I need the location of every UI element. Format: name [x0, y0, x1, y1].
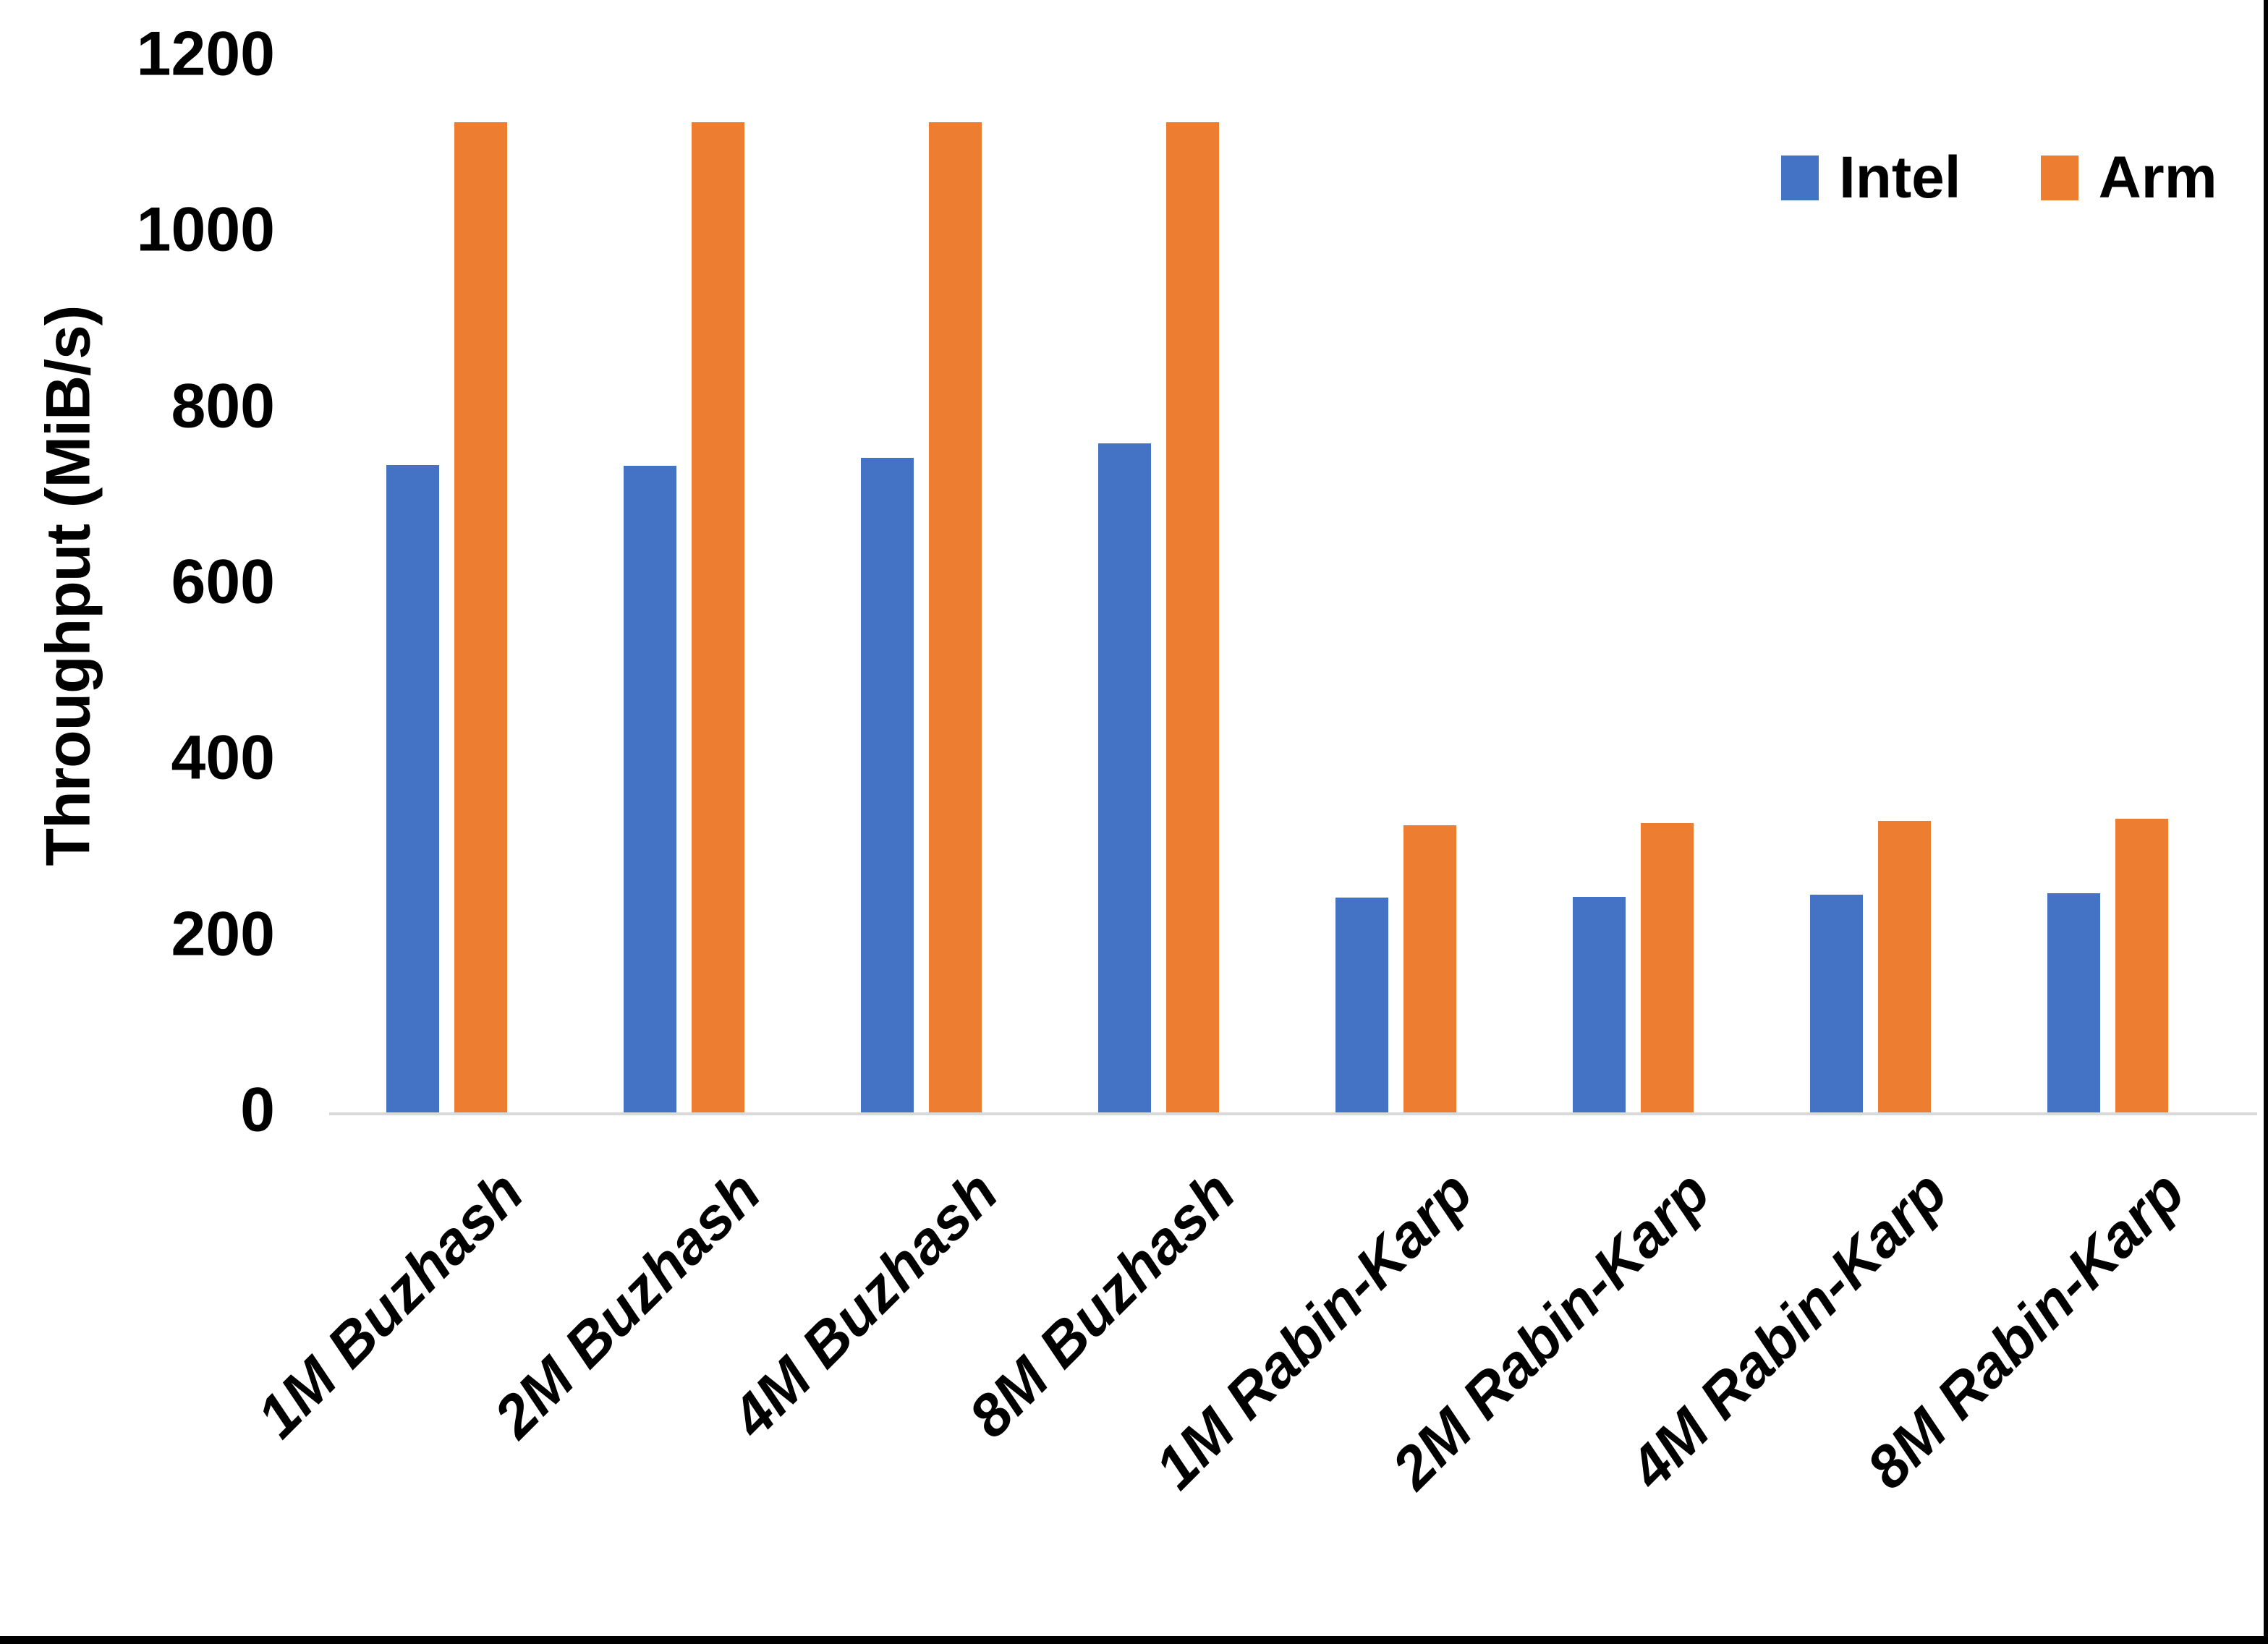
y-tick-label-400: 400 [171, 723, 276, 793]
bar-intel-1m-buzhash [386, 464, 439, 1112]
y-tick-label-800: 800 [171, 371, 276, 441]
bar-arm-2m-rabin-karp [1641, 822, 1694, 1112]
arm-series-swatch-icon [2040, 156, 2078, 200]
bar-intel-4m-buzhash [861, 457, 914, 1112]
legend-label-arm: Arm [2098, 145, 2217, 210]
bar-intel-4m-rabin-karp [1810, 895, 1863, 1112]
screenshot-bottom-edge [0, 1636, 2268, 1644]
y-tick-label-1200: 1200 [136, 19, 275, 89]
bar-intel-2m-buzhash [624, 465, 676, 1112]
bar-arm-1m-rabin-karp [1403, 825, 1456, 1112]
legend-label-intel: Intel [1839, 145, 1961, 210]
bar-intel-2m-rabin-karp [1573, 896, 1626, 1112]
bar-arm-4m-rabin-karp [1878, 821, 1931, 1112]
bar-arm-1m-buzhash [454, 122, 507, 1112]
bar-arm-2m-buzhash [692, 122, 744, 1112]
y-tick-label-200: 200 [171, 899, 276, 969]
y-tick-label-1000: 1000 [136, 195, 275, 265]
x-axis-line [329, 1112, 2257, 1115]
bar-arm-8m-buzhash [1166, 122, 1219, 1112]
legend-item-arm: Arm [2040, 145, 2217, 210]
y-tick-label-0: 0 [240, 1075, 275, 1145]
intel-series-swatch-icon [1781, 156, 1819, 200]
legend: Intel Arm [1781, 148, 2217, 208]
bar-arm-4m-buzhash [929, 122, 982, 1112]
y-tick-label-600: 600 [171, 547, 276, 617]
bar-intel-8m-buzhash [1098, 443, 1151, 1112]
screenshot-right-edge [2264, 0, 2268, 1644]
legend-item-intel: Intel [1781, 148, 1961, 208]
bar-intel-1m-rabin-karp [1335, 898, 1388, 1112]
bar-arm-8m-rabin-karp [2115, 818, 2168, 1112]
bar-intel-8m-rabin-karp [2047, 893, 2100, 1112]
